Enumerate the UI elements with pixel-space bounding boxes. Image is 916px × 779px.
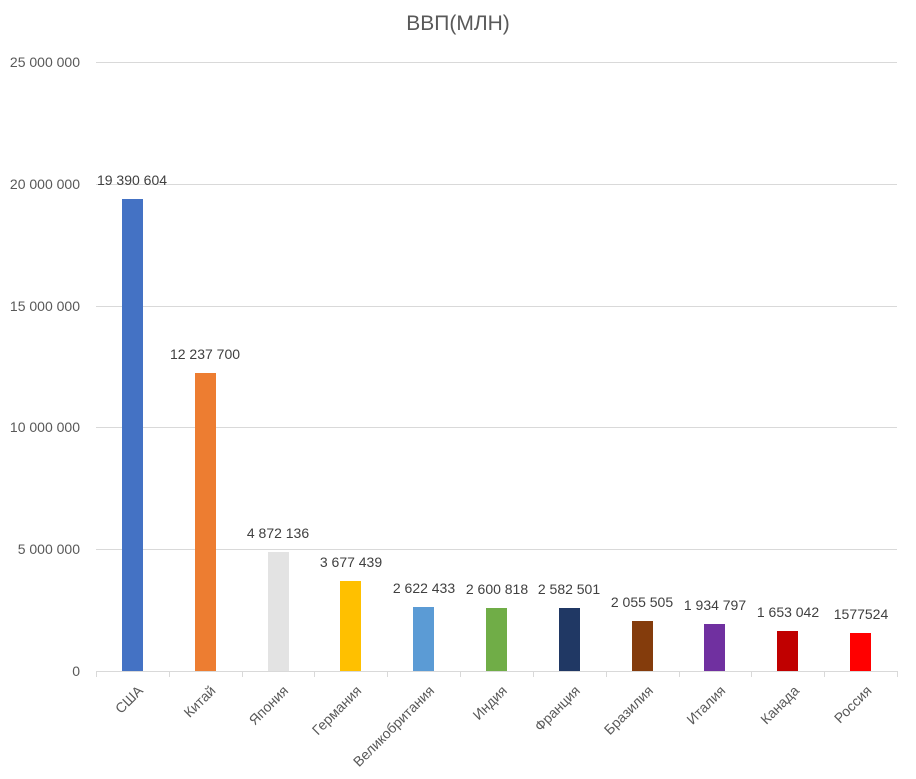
x-axis-tick-mark	[242, 671, 243, 677]
bar-2	[195, 373, 216, 671]
gridline	[96, 184, 897, 185]
y-axis-tick-label: 0	[72, 663, 80, 679]
data-label: 2 622 433	[392, 580, 456, 596]
data-label: 2 055 505	[610, 594, 674, 610]
x-axis-category-label: Канада	[756, 682, 802, 728]
bar-3	[268, 552, 289, 671]
data-label: 12 237 700	[169, 346, 241, 362]
data-label: 1577524	[833, 606, 889, 622]
data-label: 4 872 136	[246, 525, 310, 541]
x-axis-category-label: Япония	[245, 682, 292, 729]
bar-10	[777, 631, 798, 671]
y-axis-tick-label: 20 000 000	[9, 176, 80, 192]
x-axis-tick-mark	[314, 671, 315, 677]
y-axis-tick-label: 5 000 000	[17, 541, 80, 557]
chart-title: ВВП(МЛН)	[406, 12, 510, 35]
x-axis-category-label: Индия	[469, 682, 510, 723]
gridline	[96, 427, 897, 428]
bar-5	[413, 607, 434, 671]
x-axis-category-label: Великобритания	[350, 682, 438, 770]
x-axis-tick-mark	[460, 671, 461, 677]
x-axis-tick-mark	[679, 671, 680, 677]
x-axis-tick-mark	[751, 671, 752, 677]
gridline	[96, 306, 897, 307]
bar-11	[850, 633, 871, 671]
bar-6	[486, 608, 507, 671]
data-label: 1 934 797	[683, 597, 747, 613]
bar-4	[340, 581, 361, 671]
x-axis-category-label: Италия	[683, 682, 729, 728]
data-label: 2 600 818	[465, 581, 529, 597]
bar-7	[559, 608, 580, 671]
gridline	[96, 62, 897, 63]
x-axis-tick-mark	[897, 671, 898, 677]
data-label: 2 582 501	[537, 581, 601, 597]
data-label: 1 653 042	[756, 604, 820, 620]
bar-1	[122, 199, 143, 671]
x-axis-tick-mark	[533, 671, 534, 677]
x-axis-category-label: США	[111, 682, 146, 717]
x-axis-tick-mark	[606, 671, 607, 677]
x-axis-category-label: Бразилия	[600, 682, 656, 738]
x-axis-tick-mark	[387, 671, 388, 677]
bar-8	[632, 621, 653, 671]
x-axis-tick-mark	[96, 671, 97, 677]
x-axis-category-label: Россия	[830, 682, 875, 727]
y-axis-tick-label: 10 000 000	[9, 419, 80, 435]
gridline	[96, 549, 897, 550]
x-axis-line	[96, 671, 897, 672]
x-axis-category-label: Франция	[530, 682, 583, 735]
x-axis-tick-mark	[824, 671, 825, 677]
x-axis-tick-mark	[169, 671, 170, 677]
y-axis-tick-label: 25 000 000	[9, 54, 80, 70]
x-axis-category-label: Китай	[180, 682, 219, 721]
x-axis-category-label: Германия	[308, 682, 365, 739]
bar-9	[704, 624, 725, 671]
y-axis-tick-label: 15 000 000	[9, 298, 80, 314]
data-label: 19 390 604	[96, 172, 168, 188]
data-label: 3 677 439	[319, 554, 383, 570]
